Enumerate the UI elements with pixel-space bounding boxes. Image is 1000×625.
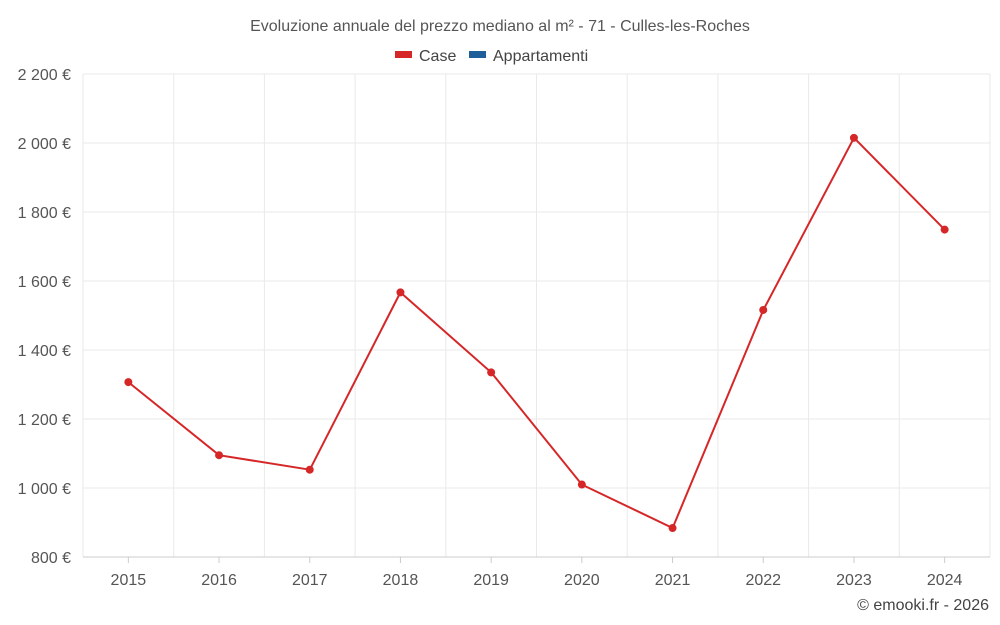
y-tick-label: 2 000 € — [18, 136, 71, 153]
x-tick-label: 2017 — [292, 572, 328, 589]
y-tick-label: 1 400 € — [18, 343, 71, 360]
credit-text: © emooki.fr - 2026 — [857, 597, 989, 614]
legend-label-case: Case — [419, 48, 456, 65]
legend: Case Appartamenti — [395, 48, 588, 65]
data-point[interactable] — [668, 524, 677, 533]
x-tick-label: 2019 — [473, 572, 509, 589]
data-point[interactable] — [577, 480, 586, 489]
data-point[interactable] — [940, 225, 949, 234]
x-axis: 2015 2016 2017 2018 2019 2020 2021 2022 2023 2024 — [83, 556, 990, 589]
y-axis: 800 € 1 000 € 1 200 € 1 400 € 1 600 € 1 800 €… — [18, 67, 71, 567]
y-tick-label: 1 800 € — [18, 205, 71, 222]
data-point[interactable] — [124, 378, 133, 387]
data-point[interactable] — [487, 368, 496, 377]
x-tick-label: 2024 — [927, 572, 963, 589]
x-tick-label: 2023 — [836, 572, 872, 589]
x-tick-label: 2021 — [655, 572, 691, 589]
legend-swatch-case — [395, 51, 412, 58]
chart-title: Evoluzione annuale del prezzo mediano al… — [250, 18, 750, 35]
series-layer — [124, 133, 949, 533]
x-tick-label: 2015 — [111, 572, 147, 589]
data-point[interactable] — [396, 288, 405, 297]
y-tick-label: 2 200 € — [18, 67, 71, 84]
x-tick-label: 2020 — [564, 572, 600, 589]
x-tick-label: 2022 — [745, 572, 781, 589]
data-point[interactable] — [305, 465, 314, 474]
x-tick-label: 2016 — [201, 572, 237, 589]
y-tick-label: 800 € — [31, 550, 71, 567]
legend-item-case[interactable]: Case — [395, 48, 456, 65]
legend-item-appartamenti[interactable]: Appartamenti — [469, 48, 588, 65]
legend-swatch-appartamenti — [469, 51, 486, 58]
series-line-case — [127, 136, 946, 530]
y-tick-label: 1 000 € — [18, 481, 71, 498]
data-point[interactable] — [759, 305, 768, 314]
y-tick-label: 1 600 € — [18, 274, 71, 291]
x-tick-label: 2018 — [383, 572, 419, 589]
data-point[interactable] — [849, 133, 858, 142]
data-point[interactable] — [215, 451, 224, 460]
y-tick-label: 1 200 € — [18, 412, 71, 429]
legend-label-appartamenti: Appartamenti — [493, 48, 588, 65]
grid — [82, 73, 991, 557]
